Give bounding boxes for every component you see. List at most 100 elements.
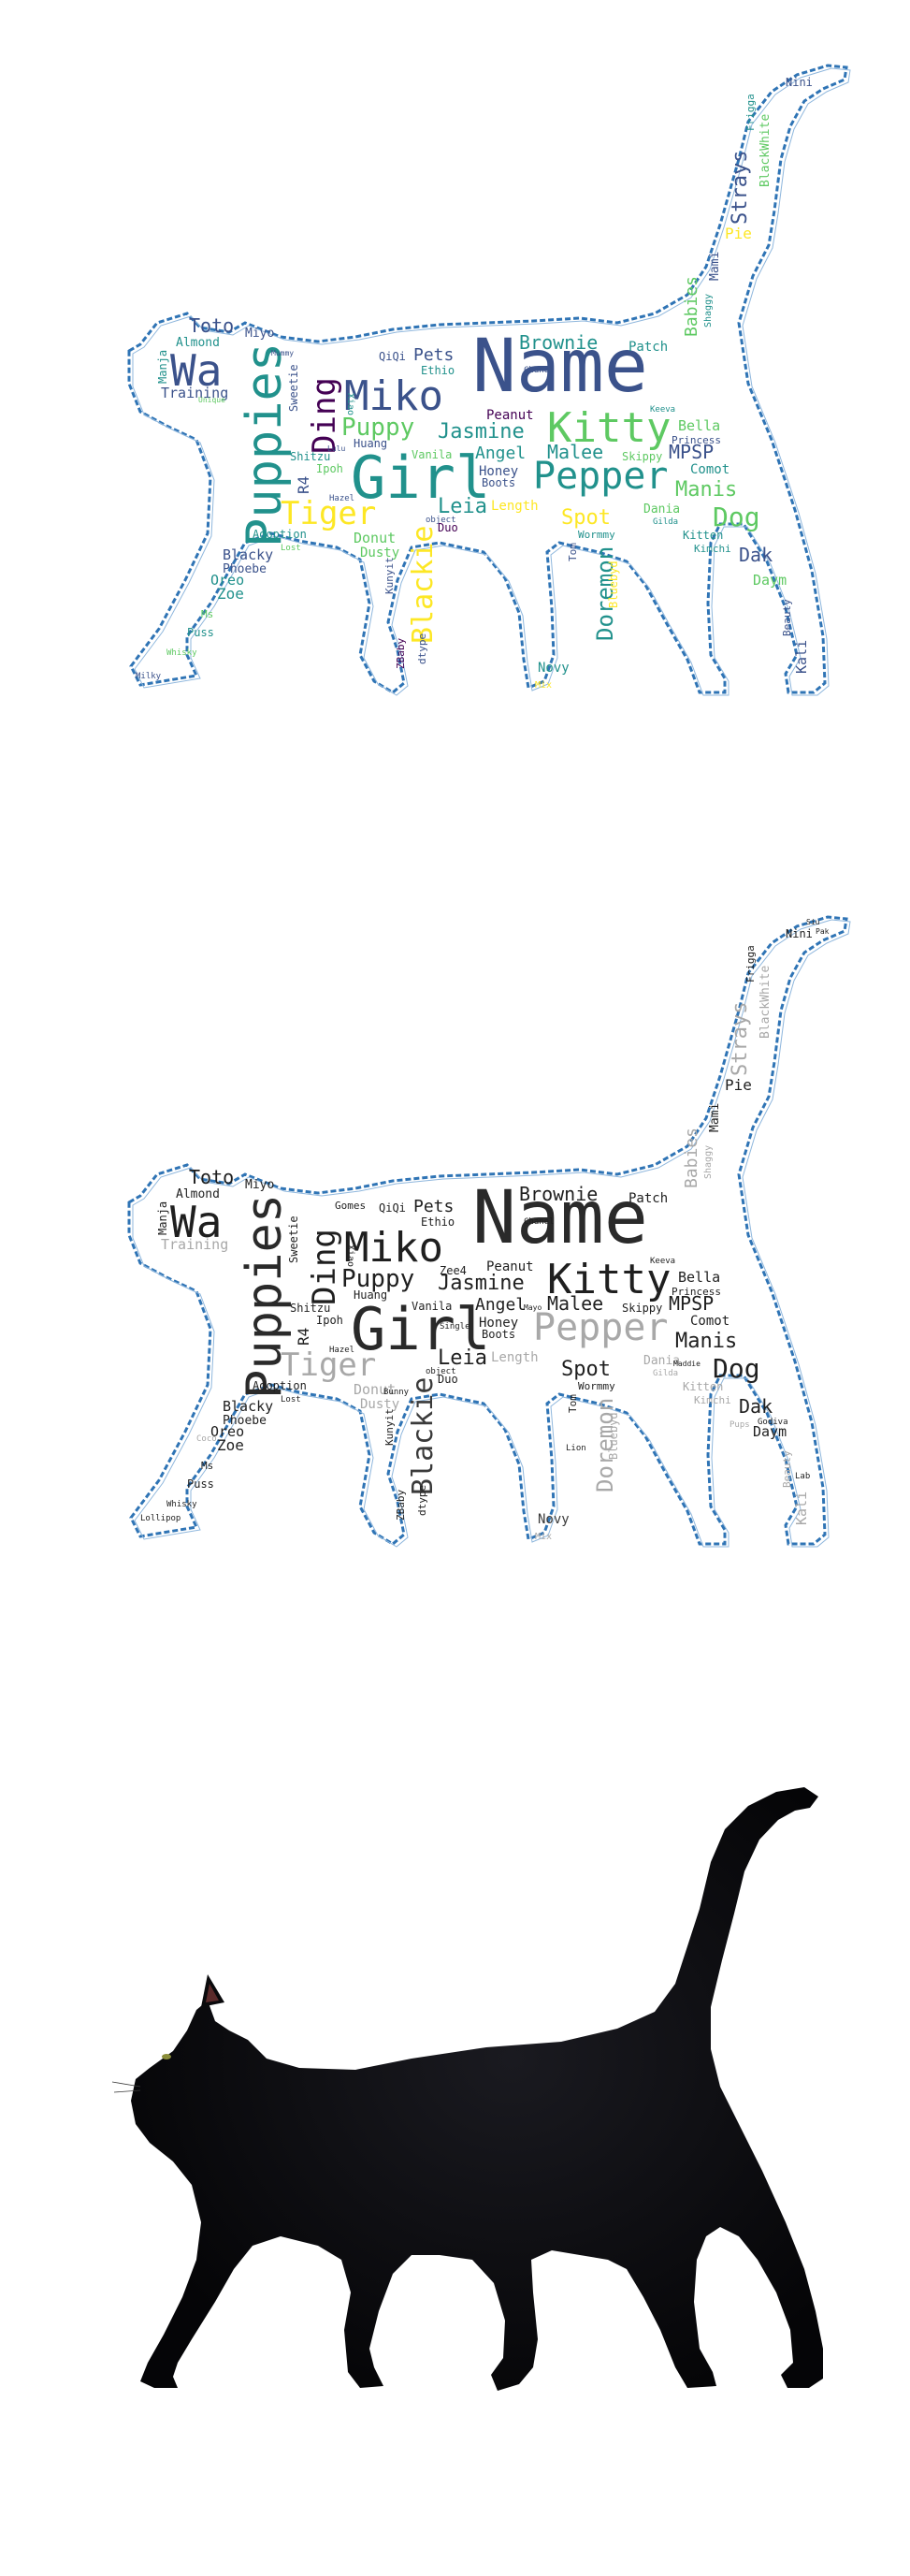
word-training-gray: Training [161, 1236, 228, 1253]
word-length-gray: Length [491, 1350, 539, 1365]
word-duo-gray: Duo [438, 1373, 458, 1386]
word-honey: Honey [479, 464, 518, 479]
word-wormmy: Wormmy [578, 529, 615, 541]
word-puppy-gray: Puppy [341, 1265, 414, 1293]
word-princess-gray: Princess [672, 1286, 721, 1298]
word-puppy: Puppy [341, 414, 414, 442]
word-sweetie-gray: Sweetie [287, 1215, 300, 1263]
word-cloud-colored: Name Girl Puppies Kitty Miko Wa Pepper D… [0, 0, 910, 842]
word-doremon: Doremon [592, 546, 618, 641]
word-ipoh: Ipoh [316, 462, 343, 475]
word-cloud-grayscale: Name Girl Puppies Kitty Miko Wa Pepper D… [0, 842, 910, 1740]
word-zoe: Zoe [217, 585, 244, 603]
word-chanel-gray: Chanel [524, 1217, 555, 1227]
word-donut: Donut [354, 530, 396, 546]
word-baby: ZBaby [395, 638, 407, 669]
word-kunyit: Kunyit [383, 557, 396, 594]
word-wormmy-gray: Wormmy [578, 1380, 615, 1392]
word-coco-gray: Coco [196, 1434, 217, 1444]
word-training: Training [161, 385, 228, 401]
word-lion-gray: Lion [566, 1444, 586, 1453]
word-vanila-gray: Vanila [412, 1300, 452, 1313]
word-puss-gray: Puss [187, 1477, 214, 1491]
word-comot-gray: Comot [690, 1314, 729, 1329]
word-toto-gray: Toto [189, 1166, 234, 1188]
word-ding: Ding [306, 377, 343, 454]
word-phoebe: Phoebe [223, 562, 267, 576]
word-object: object [426, 516, 456, 525]
word-sweetie: Sweetie [287, 364, 300, 412]
word-whisky-gray: Whisky [166, 1500, 197, 1509]
word-oreo: Oreo [210, 572, 244, 589]
word-object-gray: object [426, 1367, 456, 1376]
word-whisky: Whisky [166, 648, 197, 658]
word-mummy: Mummy [271, 349, 294, 357]
word-name: Name [472, 325, 648, 409]
word-godiva-gray: Godiva [758, 1418, 788, 1427]
word-mami-gray: Mami [708, 1103, 722, 1132]
word-blackie-gray: Blackie [407, 1377, 440, 1495]
word-miyo: Miyo [245, 327, 274, 341]
word-pups-gray: Pups [729, 1420, 750, 1430]
word-strays: Strays [729, 151, 752, 225]
word-phoebe-gray: Phoebe [223, 1414, 267, 1428]
word-r4-gray: R4 [295, 1328, 312, 1346]
cat-body [131, 1787, 823, 2391]
word-pie: Pie [725, 225, 752, 242]
word-babies-gray: Babies [682, 1128, 701, 1188]
word-tiger-gray: Tiger [281, 1346, 376, 1384]
word-wa: Wa [170, 345, 222, 396]
word-cloud-grayscale-canvas: Name Girl Puppies Kitty Miko Wa Pepper D… [127, 915, 851, 1548]
word-mpsp-gray: MPSP [669, 1292, 714, 1315]
word-hazel: Hazel [329, 494, 354, 503]
word-manja-gray: Manja [156, 1201, 169, 1235]
word-novy: Novy [538, 661, 570, 676]
word-spot-gray: Spot [561, 1358, 611, 1381]
word-maddie-gray: Maddie [673, 1360, 701, 1368]
word-gilda-gray: Gilda [653, 1369, 678, 1378]
word-mpsp: MPSP [669, 441, 714, 463]
word-blacky: Blacky [223, 546, 273, 563]
word-kitty: Kitty [547, 404, 671, 452]
word-ethio: Ethio [421, 364, 455, 377]
word-zee4-gray: Zee4 [440, 1264, 467, 1277]
word-jasmine: Jasmine [438, 420, 525, 444]
word-almond-gray: Almond [176, 1187, 220, 1201]
word-mix-gray: Mix [535, 1532, 552, 1542]
word-blacky-gray: Blacky [223, 1398, 273, 1415]
cat-outline-grayscale [127, 915, 848, 1546]
word-daym: Daym [753, 572, 787, 589]
word-pak-gray: Pak [816, 927, 830, 936]
word-ipoh-gray: Ipoh [316, 1314, 343, 1327]
cat-outline-grayscale-inner [132, 919, 851, 1548]
word-princess: Princess [672, 434, 721, 446]
word-girl: Girl [351, 444, 490, 512]
word-chanel: Chanel [524, 366, 555, 375]
word-huang: Huang [354, 437, 387, 450]
word-tom: Tom [567, 543, 579, 561]
word-manja: Manja [156, 350, 169, 384]
word-unique: Unique [198, 396, 225, 404]
word-miko: Miko [344, 372, 443, 420]
cat-whiskers [111, 2081, 141, 2093]
word-keeva-gray: Keeva [650, 1257, 675, 1266]
word-leia-gray: Leia [438, 1346, 487, 1370]
word-blackwhite: BlackWhite [758, 114, 773, 187]
word-pets: Pets [413, 345, 454, 365]
word-frigga: Frigga [744, 94, 757, 131]
word-lollipop-gray: Lollipop [140, 1514, 181, 1523]
word-siu-gray: Siu [806, 918, 820, 926]
word-bella-gray: Bella [678, 1269, 720, 1286]
word-single-gray: Single [440, 1322, 470, 1332]
word-dusty-gray: Dusty [360, 1397, 399, 1412]
word-jasmine-gray: Jasmine [438, 1272, 525, 1295]
word-qiqi: QiQi [379, 350, 406, 363]
word-milky: Milky [136, 672, 162, 681]
word-pets-gray: Pets [413, 1197, 454, 1216]
word-puss: Puss [187, 626, 214, 639]
word-brownie-gray: Brownie [519, 1183, 598, 1205]
cat-outline-colored [127, 64, 848, 694]
word-nini: Nini [786, 76, 813, 89]
black-cat-photo [0, 1750, 910, 2576]
word-manis-gray: Manis [675, 1330, 737, 1353]
